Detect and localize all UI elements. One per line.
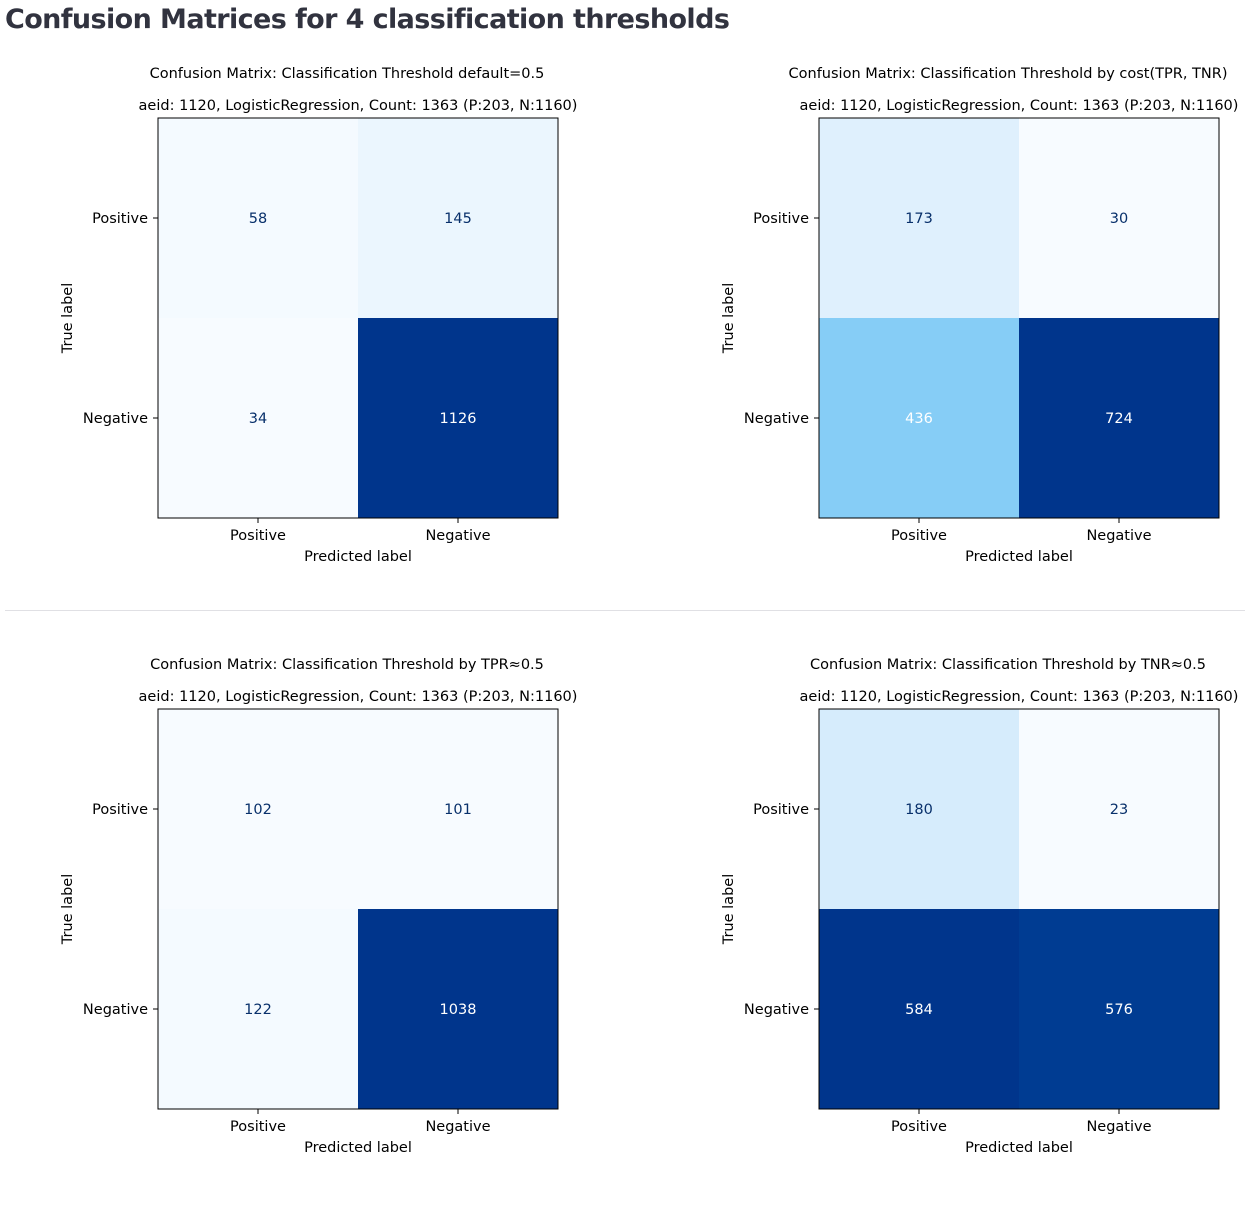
confusion-matrix-chart: Confusion Matrix: Classification Thresho…	[721, 66, 1239, 565]
x-tick-label: Positive	[891, 528, 947, 544]
cell-value-label: 58	[249, 211, 267, 227]
confusion-matrix-chart: Confusion Matrix: Classification Thresho…	[60, 657, 578, 1156]
cell-value-label: 145	[444, 211, 472, 227]
y-axis-label: True label	[60, 283, 76, 354]
cell-value-label: 173	[905, 211, 933, 227]
section-divider	[5, 610, 1245, 611]
y-tick-label: Positive	[753, 211, 809, 227]
axes-frame	[818, 117, 1220, 519]
y-axis-label: True label	[721, 283, 737, 354]
x-tick-label: Negative	[1086, 1119, 1151, 1135]
y-axis-label: True label	[721, 874, 737, 945]
confusion-matrix-panel-tnr: Confusion Matrix: Classification Thresho…	[661, 646, 1250, 1206]
cell-value-label: 102	[244, 802, 272, 818]
y-axis-label: True label	[60, 874, 76, 945]
matrix-cell	[158, 318, 358, 518]
x-tick-label: Negative	[1086, 528, 1151, 544]
cell-value-label: 30	[1110, 211, 1128, 227]
cell-value-label: 180	[905, 802, 933, 818]
x-axis-label: Predicted label	[965, 549, 1073, 565]
chart-subtitle: aeid: 1120, LogisticRegression, Count: 1…	[139, 689, 578, 705]
cell-value-label: 1126	[440, 411, 477, 427]
matrix-cell	[819, 118, 1019, 318]
cell-value-label: 724	[1105, 411, 1133, 427]
confusion-matrix-chart: Confusion Matrix: Classification Thresho…	[721, 657, 1239, 1156]
y-tick-label: Positive	[92, 802, 148, 818]
matrix-cell	[1019, 909, 1219, 1109]
matrix-cell	[819, 909, 1019, 1109]
chart-title: Confusion Matrix: Classification Thresho…	[810, 657, 1206, 673]
confusion-matrix-chart: Confusion Matrix: Classification Thresho…	[60, 66, 578, 565]
chart-subtitle: aeid: 1120, LogisticRegression, Count: 1…	[139, 98, 578, 114]
y-tick-label: Positive	[753, 802, 809, 818]
matrix-cell	[158, 709, 358, 909]
x-axis-label: Predicted label	[304, 549, 412, 565]
matrix-cell	[1019, 318, 1219, 518]
cell-value-label: 584	[905, 1002, 933, 1018]
chart-title: Confusion Matrix: Classification Thresho…	[150, 66, 545, 82]
cell-value-label: 1038	[440, 1002, 477, 1018]
matrix-cell	[358, 318, 558, 518]
x-tick-label: Positive	[891, 1119, 947, 1135]
y-tick-label: Negative	[744, 411, 809, 427]
x-tick-label: Positive	[230, 1119, 286, 1135]
axes-frame	[157, 708, 559, 1110]
chart-title: Confusion Matrix: Classification Thresho…	[150, 657, 544, 673]
chart-subtitle: aeid: 1120, LogisticRegression, Count: 1…	[800, 689, 1239, 705]
matrix-cell	[1019, 709, 1219, 909]
page-title: Confusion Matrices for 4 classification …	[5, 4, 730, 35]
matrix-cell	[358, 909, 558, 1109]
y-tick-label: Positive	[92, 211, 148, 227]
x-tick-label: Positive	[230, 528, 286, 544]
y-tick-label: Negative	[83, 1002, 148, 1018]
cell-value-label: 34	[249, 411, 267, 427]
cell-value-label: 101	[444, 802, 472, 818]
cell-value-label: 23	[1110, 802, 1128, 818]
matrix-cell	[158, 909, 358, 1109]
matrix-cell	[819, 318, 1019, 518]
chart-title: Confusion Matrix: Classification Thresho…	[789, 66, 1228, 82]
cell-value-label: 436	[905, 411, 933, 427]
matrix-cell	[358, 118, 558, 318]
chart-subtitle: aeid: 1120, LogisticRegression, Count: 1…	[800, 98, 1239, 114]
confusion-matrix-panel-cost: Confusion Matrix: Classification Thresho…	[661, 55, 1250, 615]
x-tick-label: Negative	[425, 1119, 490, 1135]
confusion-matrix-panel-tpr: Confusion Matrix: Classification Thresho…	[0, 646, 625, 1206]
x-axis-label: Predicted label	[304, 1140, 412, 1156]
matrix-cell	[1019, 118, 1219, 318]
cell-value-label: 122	[244, 1002, 272, 1018]
y-tick-label: Negative	[744, 1002, 809, 1018]
confusion-matrix-panel-default: Confusion Matrix: Classification Thresho…	[0, 55, 625, 615]
x-axis-label: Predicted label	[965, 1140, 1073, 1156]
matrix-cell	[819, 709, 1019, 909]
matrix-cell	[358, 709, 558, 909]
cell-value-label: 576	[1105, 1002, 1133, 1018]
x-tick-label: Negative	[425, 528, 490, 544]
y-tick-label: Negative	[83, 411, 148, 427]
matrix-cell	[158, 118, 358, 318]
axes-frame	[157, 117, 559, 519]
axes-frame	[818, 708, 1220, 1110]
